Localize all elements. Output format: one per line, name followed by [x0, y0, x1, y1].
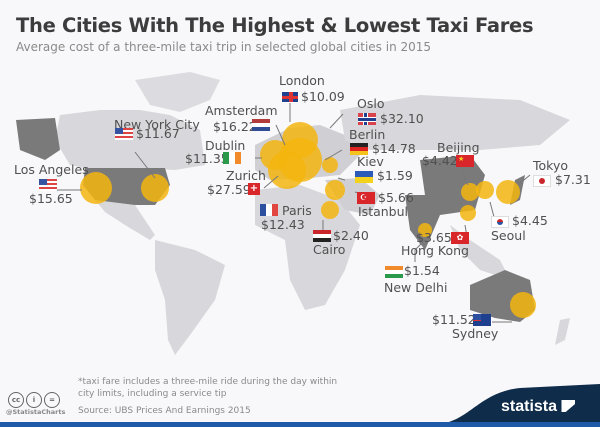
- city-fare-berlin: $14.78: [372, 141, 416, 156]
- city-name-istanbul: Istanbul: [358, 204, 409, 219]
- flag-ireland-icon: [223, 152, 241, 164]
- source-text: Source: UBS Prices And Earnings 2015: [78, 406, 251, 416]
- city-fare-nyc: $11.67: [136, 126, 180, 141]
- city-name-tokyo: Tokyo: [533, 158, 568, 173]
- city-fare-london: $10.09: [301, 89, 345, 104]
- bottom-accent-bar: [0, 422, 600, 427]
- city-fare-hongkong: $3.65: [416, 230, 452, 245]
- city-name-cairo: Cairo: [313, 242, 346, 257]
- city-fare-istanbul: $5.66: [378, 190, 414, 205]
- flag-france-icon: [260, 204, 278, 216]
- city-fare-tokyo: $7.31: [555, 172, 591, 187]
- flag-india-icon: [385, 266, 403, 278]
- no-derivatives-icon: =: [44, 392, 60, 408]
- world-map: [16, 72, 570, 355]
- flag-norway-icon: [358, 113, 376, 125]
- city-fare-dublin: $11.35: [185, 151, 229, 166]
- city-name-la: Los Angeles: [14, 162, 89, 177]
- city-name-delhi: New Delhi: [384, 280, 448, 295]
- city-fare-cairo: $2.40: [333, 228, 369, 243]
- city-name-sydney: Sydney: [452, 326, 499, 341]
- city-name-berlin: Berlin: [349, 127, 386, 142]
- cc-icon: cc: [8, 392, 24, 408]
- flag-egypt-icon: [313, 230, 331, 242]
- flag-australia-icon: [473, 314, 491, 326]
- city-name-kiev: Kiev: [357, 154, 384, 169]
- creative-commons-icons: cc i =: [8, 387, 62, 408]
- city-name-oslo: Oslo: [357, 96, 385, 111]
- statista-handle: @StatistaCharts: [6, 408, 66, 416]
- footnote: *taxi fare includes a three-mile ride du…: [78, 377, 338, 399]
- city-fare-delhi: $1.54: [404, 263, 440, 278]
- city-name-nyc: New York City: [114, 117, 200, 132]
- city-name-london: London: [279, 73, 325, 88]
- flag-usa-icon: [115, 128, 133, 140]
- flag-uk-icon: [281, 91, 299, 103]
- flag-netherlands-icon: [252, 119, 270, 131]
- flag-turkey-icon: ☪: [357, 192, 375, 204]
- flag-germany-icon: [350, 143, 368, 155]
- flag-japan-icon: [533, 175, 551, 187]
- chart-title: The Cities With The Highest & Lowest Tax…: [16, 14, 534, 37]
- city-fare-kiev: $1.59: [377, 168, 413, 183]
- city-fare-beijing: $4.42: [422, 153, 458, 168]
- flag-switzerland-icon: +: [248, 183, 260, 195]
- city-name-beijing: Beijing: [437, 140, 480, 155]
- flag-ukraine-icon: [355, 171, 373, 183]
- city-fare-sydney: $11.52: [432, 312, 476, 327]
- flag-hongkong-icon: ✿: [451, 232, 469, 244]
- attribution-icon: i: [26, 392, 42, 408]
- flag-usa-icon: [39, 179, 57, 191]
- city-name-hongkong: Hong Kong: [401, 243, 469, 258]
- city-fare-zurich: $27.59: [207, 182, 251, 197]
- city-name-amsterdam: Amsterdam: [205, 103, 278, 118]
- flag-korea-icon: [491, 216, 509, 228]
- chart-subtitle: Average cost of a three-mile taxi trip i…: [16, 40, 432, 54]
- city-name-seoul: Seoul: [491, 228, 526, 243]
- city-fare-oslo: $32.10: [380, 111, 424, 126]
- city-name-zurich: Zurich: [226, 168, 266, 183]
- statista-logo-icon: [561, 400, 576, 412]
- statista-logo: statista: [501, 398, 576, 416]
- city-fare-amsterdam: $16.22: [213, 119, 257, 134]
- city-fare-seoul: $4.45: [512, 213, 548, 228]
- city-fare-paris: $12.43: [261, 217, 305, 232]
- city-fare-la: $15.65: [29, 191, 73, 206]
- city-name-paris: Paris: [282, 203, 312, 218]
- city-name-dublin: Dublin: [205, 138, 246, 153]
- flag-china-icon: ★: [456, 155, 474, 167]
